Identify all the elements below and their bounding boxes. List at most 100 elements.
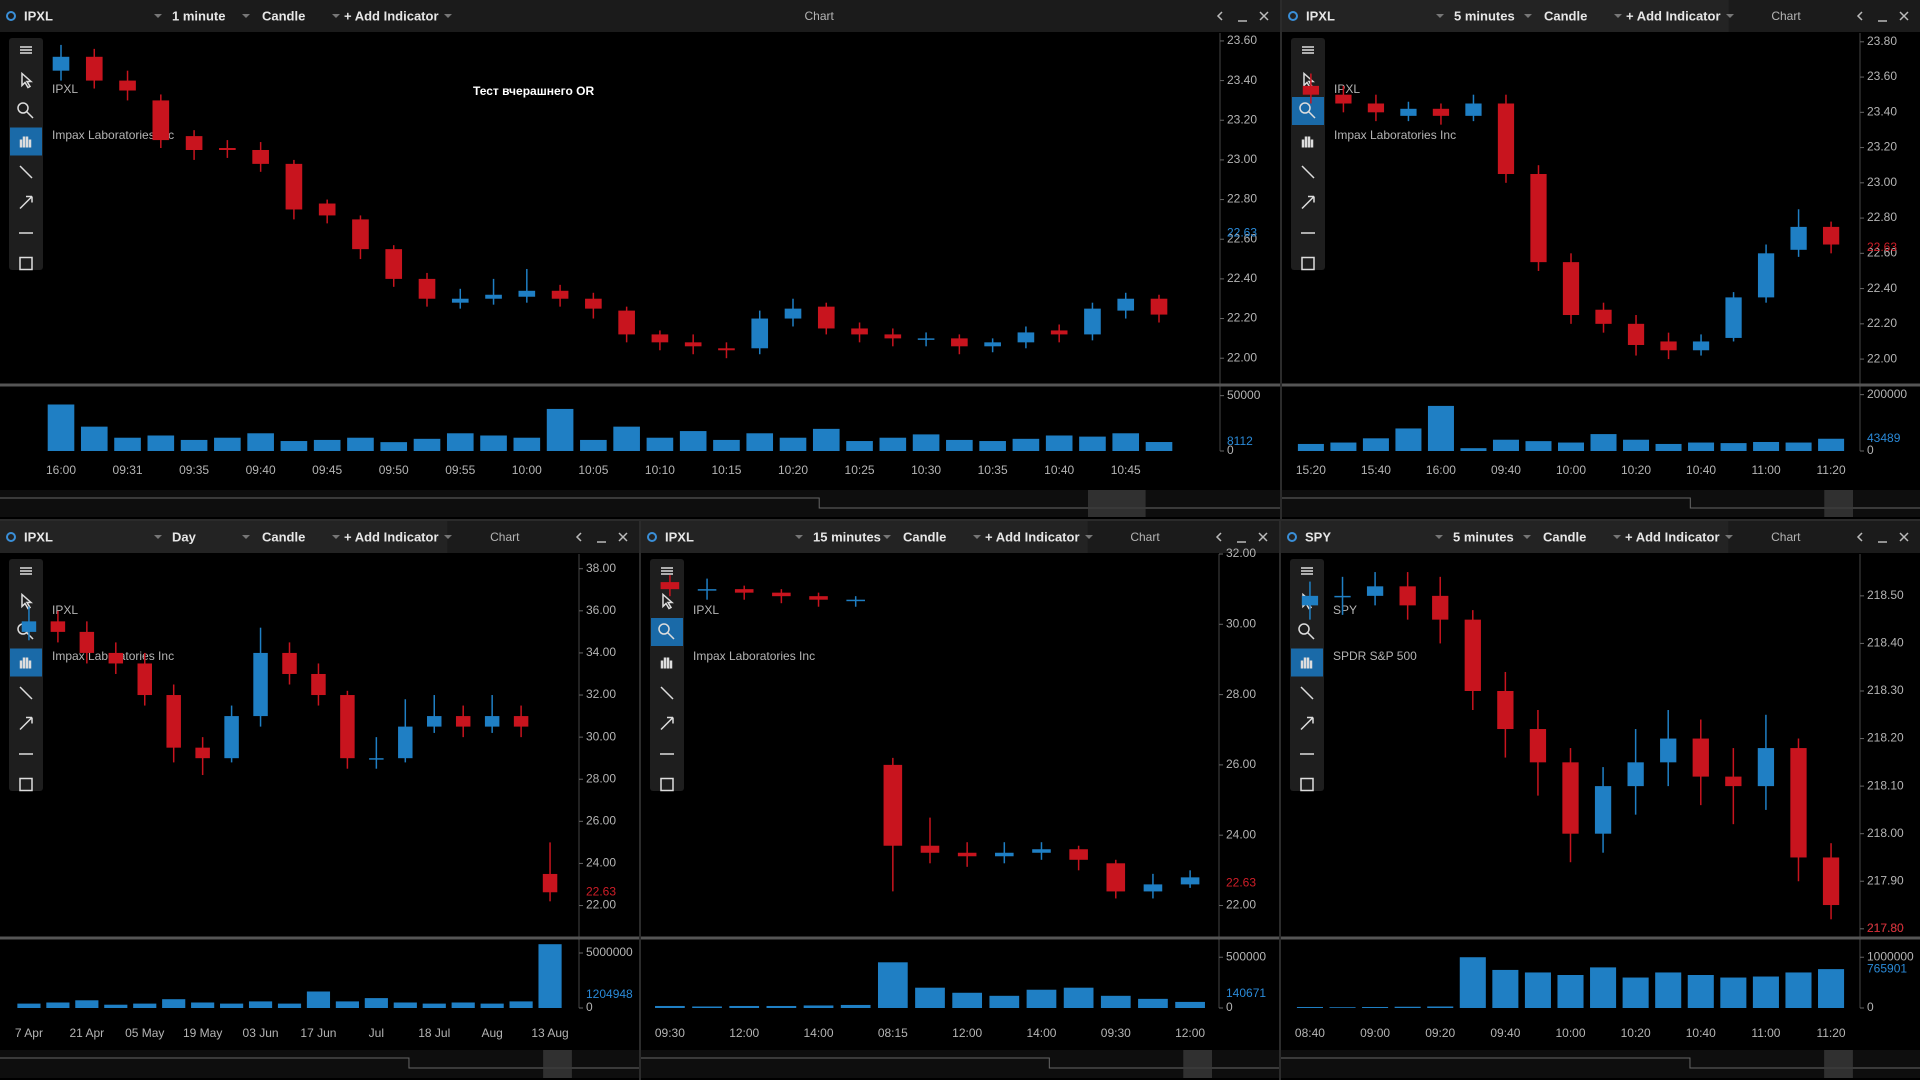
dropdown-arrow[interactable] (332, 535, 340, 539)
tool-active[interactable] (651, 618, 683, 646)
tool-icon[interactable] (1300, 777, 1314, 792)
dropdown-arrow[interactable] (242, 14, 250, 18)
close-icon[interactable] (1258, 532, 1268, 542)
tool-icon[interactable] (1300, 657, 1313, 669)
dropdown-arrow[interactable] (1435, 535, 1443, 539)
volume-bar (946, 439, 973, 451)
close-icon[interactable] (1899, 11, 1909, 21)
tool-icon[interactable] (1301, 195, 1315, 210)
header-interval[interactable]: Day (172, 529, 197, 544)
tool-icon[interactable] (19, 165, 33, 179)
header-interval[interactable]: 5 minutes (1454, 8, 1515, 23)
volume-bar (80, 426, 108, 451)
dropdown-arrow[interactable] (1523, 535, 1531, 539)
tool-icon[interactable] (1299, 102, 1316, 119)
header-interval[interactable]: 15 minutes (813, 529, 881, 544)
tool-icon[interactable] (660, 716, 674, 731)
close-icon[interactable] (1899, 532, 1909, 542)
tool-icon[interactable] (661, 567, 673, 575)
tool-active[interactable] (1292, 97, 1324, 125)
tool-icon[interactable] (19, 195, 33, 210)
last-volume-label: 765901 (1867, 961, 1907, 975)
header-style[interactable]: Candle (903, 529, 946, 544)
tool-icon[interactable] (20, 567, 32, 575)
x-tick-label: 17 Jun (300, 1026, 336, 1040)
navigator-window[interactable] (543, 1050, 572, 1078)
dropdown-arrow[interactable] (332, 14, 340, 18)
dropdown-arrow[interactable] (1085, 535, 1093, 539)
dropdown-arrow[interactable] (1725, 535, 1733, 539)
dropdown-arrow[interactable] (154, 14, 162, 18)
header-add-indicator[interactable]: + Add Indicator (1625, 529, 1720, 544)
navigator-window[interactable] (1088, 490, 1146, 517)
tool-icon[interactable] (1301, 136, 1314, 148)
navigator-window[interactable] (1824, 490, 1854, 517)
tool-icon[interactable] (17, 102, 34, 119)
tool-icon[interactable] (1301, 165, 1315, 179)
tool-icon[interactable] (1298, 623, 1315, 640)
tool-icon[interactable] (20, 46, 32, 54)
tool-icon[interactable] (1300, 716, 1314, 731)
collapse-icon[interactable] (1215, 532, 1222, 542)
tool-icon[interactable] (19, 657, 32, 669)
candle-body (398, 726, 413, 759)
tool-icon[interactable] (19, 136, 32, 148)
dropdown-arrow[interactable] (1726, 14, 1734, 18)
x-tick-label: Jul (369, 1026, 384, 1040)
collapse-icon[interactable] (1216, 11, 1223, 21)
tool-icon[interactable] (660, 657, 673, 669)
volume-bar (347, 437, 374, 451)
volume-bar (1395, 428, 1422, 451)
volume-bar (1752, 976, 1779, 1008)
collapse-icon[interactable] (1856, 532, 1863, 542)
header-symbol[interactable]: IPXL (665, 529, 694, 544)
dropdown-arrow[interactable] (242, 535, 250, 539)
tool-icon[interactable] (21, 71, 33, 89)
dropdown-arrow[interactable] (1524, 14, 1532, 18)
tool-icon[interactable] (19, 716, 33, 731)
tool-icon[interactable] (19, 777, 33, 792)
header-style[interactable]: Candle (1544, 8, 1587, 23)
navigator-window[interactable] (1183, 1050, 1213, 1078)
dropdown-arrow[interactable] (444, 535, 452, 539)
tool-icon[interactable] (658, 623, 675, 640)
header-interval[interactable]: 5 minutes (1453, 529, 1514, 544)
tool-icon[interactable] (1301, 567, 1313, 575)
header-add-indicator[interactable]: + Add Indicator (985, 529, 1080, 544)
header-interval[interactable]: 1 minute (172, 8, 225, 23)
tool-icon[interactable] (19, 686, 33, 700)
y-tick-label: 22.00 (586, 898, 616, 912)
header-style[interactable]: Candle (262, 529, 305, 544)
header-symbol[interactable]: SPY (1305, 529, 1331, 544)
header-add-indicator[interactable]: + Add Indicator (1626, 8, 1721, 23)
dropdown-arrow[interactable] (444, 14, 452, 18)
dropdown-arrow[interactable] (973, 535, 981, 539)
header-add-indicator[interactable]: + Add Indicator (344, 8, 439, 23)
header-symbol[interactable]: IPXL (1306, 8, 1335, 23)
header-symbol[interactable]: IPXL (24, 8, 53, 23)
navigator-window[interactable] (1824, 1050, 1853, 1078)
header-add-indicator[interactable]: + Add Indicator (344, 529, 439, 544)
dropdown-arrow[interactable] (795, 535, 803, 539)
candle-body (817, 306, 835, 329)
close-icon[interactable] (618, 532, 628, 542)
dropdown-arrow[interactable] (1614, 14, 1622, 18)
collapse-icon[interactable] (575, 532, 582, 542)
tool-icon[interactable] (660, 777, 674, 792)
header-style[interactable]: Candle (262, 8, 305, 23)
tool-icon[interactable] (662, 592, 674, 610)
header-style[interactable]: Candle (1543, 529, 1586, 544)
close-icon[interactable] (1259, 11, 1269, 21)
volume-bar (147, 435, 175, 451)
dropdown-arrow[interactable] (154, 535, 162, 539)
dropdown-arrow[interactable] (1436, 14, 1444, 18)
tool-icon[interactable] (1302, 46, 1314, 54)
tool-icon[interactable] (1301, 256, 1315, 271)
tool-icon[interactable] (1300, 686, 1314, 700)
dropdown-arrow[interactable] (883, 535, 891, 539)
tool-icon[interactable] (660, 686, 674, 700)
dropdown-arrow[interactable] (1613, 535, 1621, 539)
tool-icon[interactable] (19, 256, 33, 271)
collapse-icon[interactable] (1856, 11, 1863, 21)
header-symbol[interactable]: IPXL (24, 529, 53, 544)
